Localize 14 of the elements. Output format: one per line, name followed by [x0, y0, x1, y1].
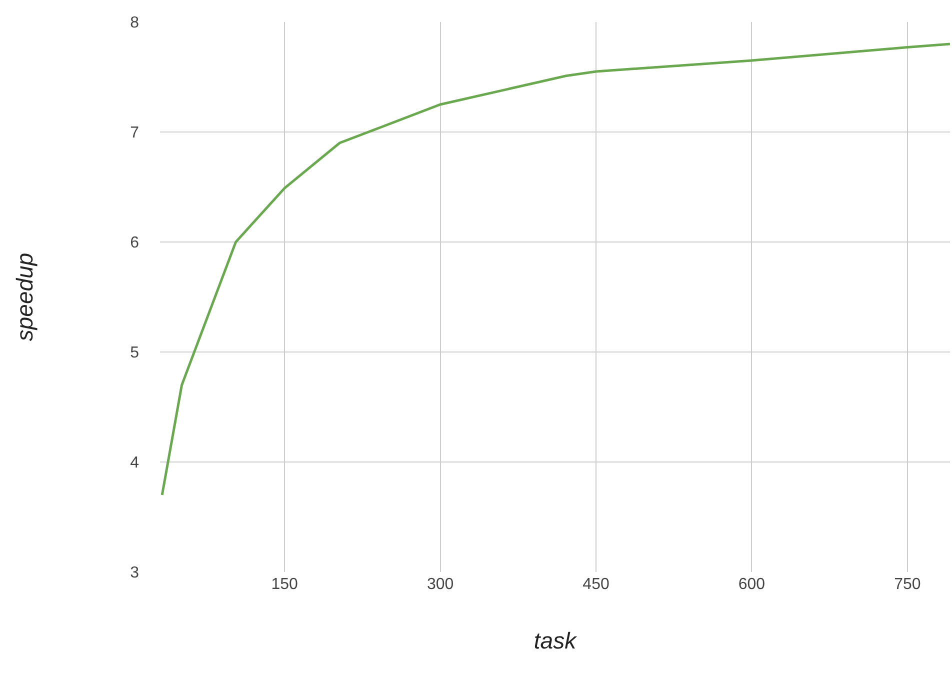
y-axis-title: speedup [12, 252, 38, 342]
x-tick-label: 750 [894, 576, 921, 593]
x-tick-label: 450 [582, 576, 610, 593]
line-series [160, 42, 950, 496]
x-axis-title: task [534, 628, 578, 654]
y-tick-label: 3 [130, 564, 140, 582]
y-tick-label: 4 [130, 454, 140, 472]
x-tick-label: 600 [738, 576, 766, 593]
x-tick-label: 300 [426, 576, 454, 593]
y-tick-label: 7 [130, 124, 140, 142]
y-tick-label: 5 [130, 344, 140, 362]
y-tick-label: 8 [130, 14, 140, 32]
y-tick-label: 6 [130, 234, 140, 252]
x-tick-label: 150 [271, 576, 298, 593]
